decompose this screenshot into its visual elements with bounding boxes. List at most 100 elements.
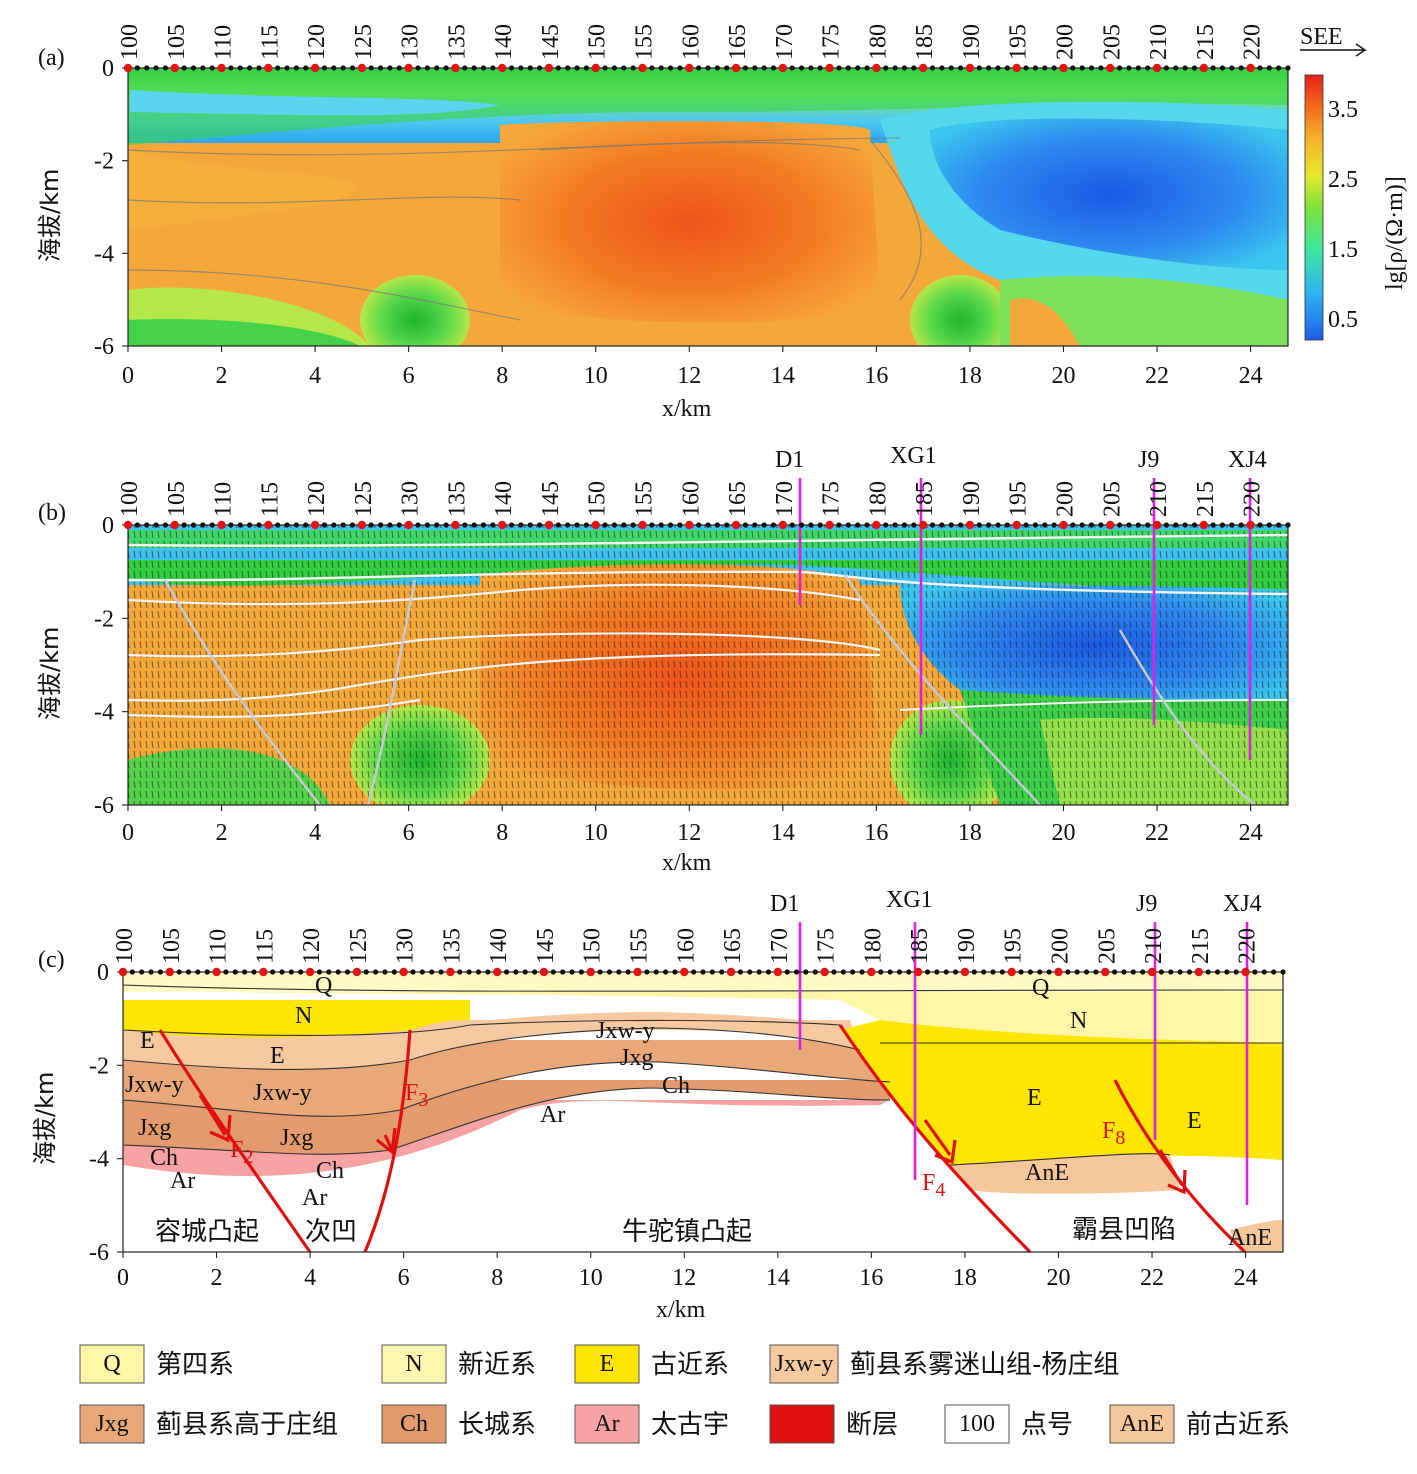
station-dot-b bbox=[162, 522, 169, 528]
station-dot-c bbox=[896, 969, 903, 975]
station-dot-b bbox=[621, 522, 627, 528]
station-marker-c bbox=[960, 967, 970, 977]
legend-swatch-1 bbox=[381, 1344, 447, 1384]
station-marker-b bbox=[497, 520, 507, 530]
station-marker-c bbox=[633, 967, 642, 977]
y-tick-label-b: -6 bbox=[94, 793, 114, 819]
legend-code-3: Jxw-y bbox=[775, 1351, 834, 1377]
x-tick-label-c: 12 bbox=[672, 1265, 696, 1291]
x-tick-label-b: 12 bbox=[677, 820, 701, 846]
station-dot-a bbox=[415, 65, 421, 71]
station-dot-b bbox=[565, 522, 571, 528]
y-axis-label-c: 海拔/km bbox=[31, 1072, 59, 1165]
station-dot-c bbox=[1158, 969, 1164, 975]
panel-c-label: (c) bbox=[38, 947, 65, 973]
station-label-a: 105 bbox=[164, 24, 190, 60]
station-dot-a bbox=[602, 65, 608, 71]
station-dot-a bbox=[630, 65, 636, 71]
station-dot-c bbox=[859, 969, 865, 975]
station-dot-c bbox=[560, 969, 566, 975]
station-dot-c bbox=[924, 969, 931, 975]
station-dot-a bbox=[724, 65, 730, 71]
station-dot-c bbox=[223, 969, 229, 975]
station-label-a: 205 bbox=[1099, 24, 1125, 60]
station-dot-a bbox=[1032, 65, 1039, 71]
station-label-c: 160 bbox=[673, 928, 699, 964]
station-dot-a bbox=[1117, 65, 1123, 71]
station-dot-b bbox=[1117, 522, 1123, 528]
station-label-c: 100 bbox=[112, 928, 138, 964]
station-marker-b bbox=[451, 520, 460, 530]
station-label-b: 165 bbox=[725, 481, 751, 517]
station-dot-b bbox=[1238, 522, 1244, 528]
station-dot-c bbox=[1046, 969, 1052, 975]
station-dot-c bbox=[1018, 969, 1024, 975]
station-dot-c bbox=[185, 969, 192, 975]
station-dot-c bbox=[578, 969, 584, 975]
station-dot-b bbox=[1032, 522, 1039, 528]
x-tick-label-a: 4 bbox=[309, 363, 321, 389]
station-dot-a bbox=[1285, 65, 1291, 71]
station-dot-a bbox=[836, 65, 842, 71]
station-label-a: 175 bbox=[819, 24, 845, 60]
colorbar-tick-2-5: 2.5 bbox=[1328, 167, 1358, 193]
well-label-j9-c: J9 bbox=[1136, 891, 1157, 917]
fault-label-f2: F2 bbox=[230, 1137, 253, 1168]
label-jxwy-mid: Jxw-y bbox=[253, 1080, 312, 1106]
legend-swatch-6 bbox=[574, 1404, 640, 1444]
station-dot-a bbox=[144, 65, 150, 71]
station-dot-b bbox=[611, 522, 618, 528]
y-tick-label-a: -2 bbox=[94, 149, 114, 175]
station-dot-c bbox=[606, 969, 613, 975]
station-dot-c bbox=[429, 969, 435, 975]
station-dot-b bbox=[200, 522, 206, 528]
station-dot-b bbox=[1126, 522, 1132, 528]
station-dot-b bbox=[237, 522, 243, 528]
station-dot-a bbox=[387, 65, 393, 71]
y-tick-label-a: -4 bbox=[94, 241, 114, 267]
x-axis-label-b: x/km bbox=[662, 850, 712, 876]
station-label-a: 215 bbox=[1193, 24, 1219, 60]
station-label-b: 220 bbox=[1240, 481, 1266, 517]
station-dot-c bbox=[906, 969, 912, 975]
label-q-right: Q bbox=[1032, 975, 1049, 1001]
well-label-xg1-b: XG1 bbox=[890, 443, 937, 469]
label-jxg-mid: Jxg bbox=[280, 1125, 313, 1151]
station-dot-c bbox=[232, 969, 238, 975]
station-dot-a bbox=[537, 65, 543, 71]
station-dot-b bbox=[153, 522, 159, 528]
station-marker-c bbox=[118, 967, 128, 977]
station-dot-b bbox=[396, 522, 402, 528]
station-dot-b bbox=[1182, 522, 1188, 528]
station-dot-b bbox=[537, 522, 543, 528]
station-dot-a bbox=[817, 65, 823, 71]
station-label-c: 210 bbox=[1141, 928, 1167, 964]
label-jxg-left: Jxg bbox=[138, 1115, 171, 1141]
legend-label-6: 太古宇 bbox=[651, 1410, 729, 1440]
station-dot-a bbox=[134, 65, 140, 71]
fault-label-f8: F8 bbox=[1102, 1118, 1125, 1149]
station-dot-b bbox=[555, 522, 561, 528]
station-dot-c bbox=[372, 969, 379, 975]
station-dot-b bbox=[134, 522, 140, 528]
station-label-b: 160 bbox=[678, 481, 704, 517]
station-label-b: 195 bbox=[1006, 481, 1032, 517]
label-e-basin-left: E bbox=[270, 1043, 285, 1069]
station-dot-b bbox=[284, 522, 290, 528]
station-dot-b bbox=[649, 522, 655, 528]
label-ch-left: Ch bbox=[150, 1145, 178, 1171]
station-dot-b bbox=[883, 522, 889, 528]
x-axis-label-a: x/km bbox=[662, 396, 712, 422]
station-dot-a bbox=[986, 65, 992, 71]
x-tick-label-a: 14 bbox=[771, 363, 795, 389]
y-tick-label-b: -2 bbox=[94, 606, 114, 632]
station-marker-c bbox=[773, 967, 783, 977]
station-dot-a bbox=[1210, 65, 1216, 71]
station-dot-a bbox=[611, 65, 618, 71]
x-tick-label-a: 6 bbox=[403, 363, 415, 389]
station-label-b: 125 bbox=[351, 481, 377, 517]
station-dot-a bbox=[696, 65, 702, 71]
legend-swatch-9 bbox=[1109, 1404, 1175, 1444]
station-dot-a bbox=[340, 65, 346, 71]
